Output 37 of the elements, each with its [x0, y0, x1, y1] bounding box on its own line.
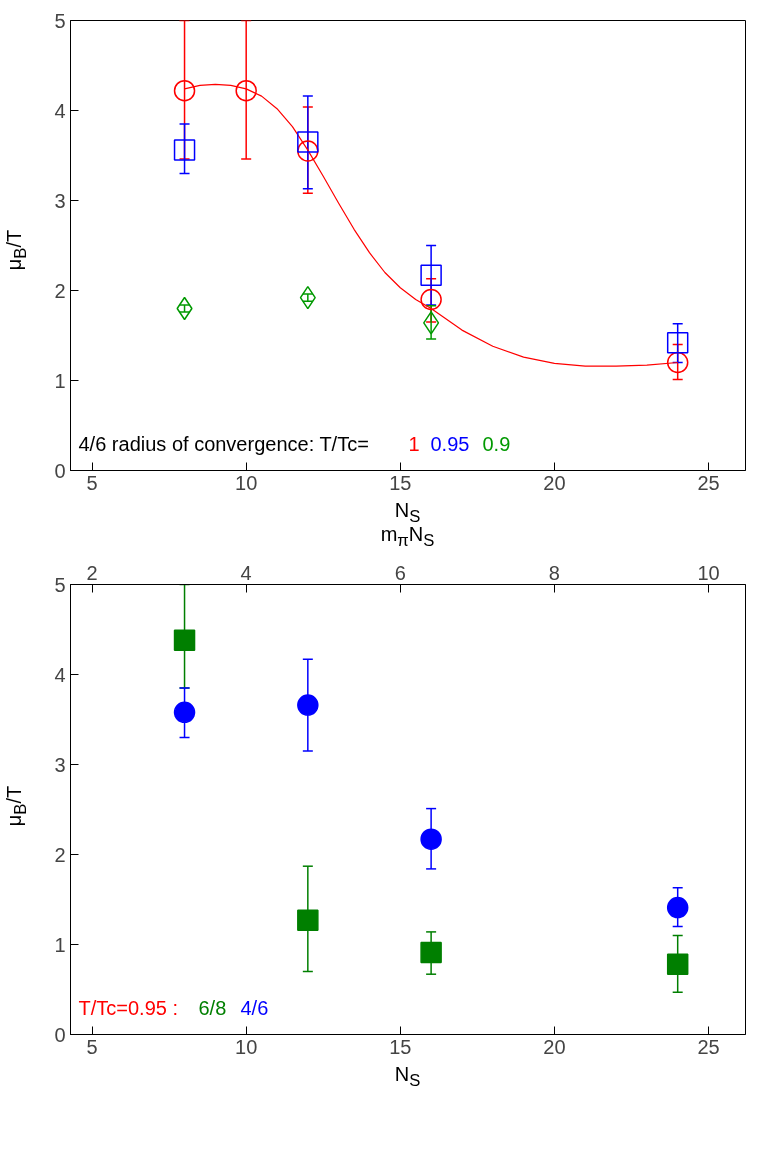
x-tick-label: 5: [86, 1035, 98, 1058]
annotation: 4/6 radius of convergence: T/Tc=: [78, 432, 369, 455]
text: 1: [408, 432, 420, 455]
x-tick-label: 25: [697, 1035, 720, 1058]
x-tick-label: 20: [543, 471, 566, 494]
x2-tick-label: 10: [697, 561, 720, 584]
x2-axis-title: m$_{π}$N$_{S}$: [380, 523, 435, 550]
x-tick-label: 25: [697, 471, 720, 494]
x-tick-label: 20: [543, 1035, 566, 1058]
text: 0.95: [430, 432, 470, 455]
x-tick-label: 10: [235, 1035, 258, 1058]
x-tick-label: 10: [235, 471, 258, 494]
x-axis-title: N$_{S}$: [394, 499, 421, 526]
y-tick-label: 4: [54, 99, 66, 122]
y-tick-label: 0: [54, 459, 66, 482]
x-tick-label: 5: [86, 471, 98, 494]
y-tick-label: 5: [54, 9, 66, 32]
y-tick-label: 4: [54, 663, 66, 686]
y-tick-label: 3: [54, 753, 66, 776]
x2-tick-label: 4: [240, 561, 252, 584]
y-tick-label: 3: [54, 189, 66, 212]
y-tick-label: 2: [54, 843, 66, 866]
y-tick-label: 5: [54, 573, 66, 596]
x2-tick-label: 2: [86, 561, 98, 584]
text: 0.9: [482, 432, 511, 455]
text: 4/6: [240, 996, 269, 1019]
text: 6/8: [198, 996, 227, 1019]
y-tick-label: 0: [54, 1023, 66, 1046]
x2-tick-label: 8: [548, 561, 560, 584]
y-tick-label: 2: [54, 279, 66, 302]
annotation: T/Tc=0.95 :: [78, 996, 178, 1019]
x-axis-title: N$_{S}$: [394, 1063, 421, 1090]
y-tick-label: 1: [54, 369, 66, 392]
x-tick-label: 15: [389, 471, 412, 494]
x-tick-label: 15: [389, 1035, 412, 1058]
y-tick-label: 1: [54, 933, 66, 956]
x2-tick-label: 6: [394, 561, 406, 584]
